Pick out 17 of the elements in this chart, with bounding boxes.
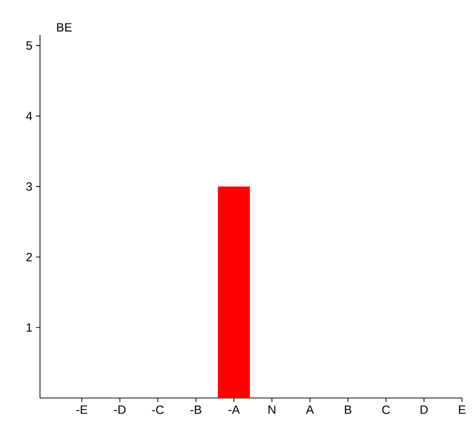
y-tick-label: 5: [26, 41, 32, 50]
x-tick-label: -B: [190, 406, 202, 414]
x-tick-label: -C: [152, 406, 164, 414]
x-tick-label: E: [458, 406, 466, 414]
x-tick-label: -D: [114, 406, 126, 414]
y-tick-label: 1: [26, 323, 32, 332]
x-tick-label: D: [420, 406, 428, 414]
y-axis-title: BE: [57, 23, 72, 32]
y-tick-label: 4: [26, 112, 32, 120]
x-tick-label: C: [382, 406, 390, 414]
x-tick-label: N: [268, 406, 276, 414]
x-tick-label: A: [306, 406, 314, 414]
x-tick-label: -E: [76, 406, 88, 414]
x-tick-label: -A: [228, 406, 240, 414]
x-tick-label: B: [344, 406, 352, 414]
y-tick-label: 3: [26, 182, 32, 191]
y-tick-label: 2: [26, 252, 32, 262]
